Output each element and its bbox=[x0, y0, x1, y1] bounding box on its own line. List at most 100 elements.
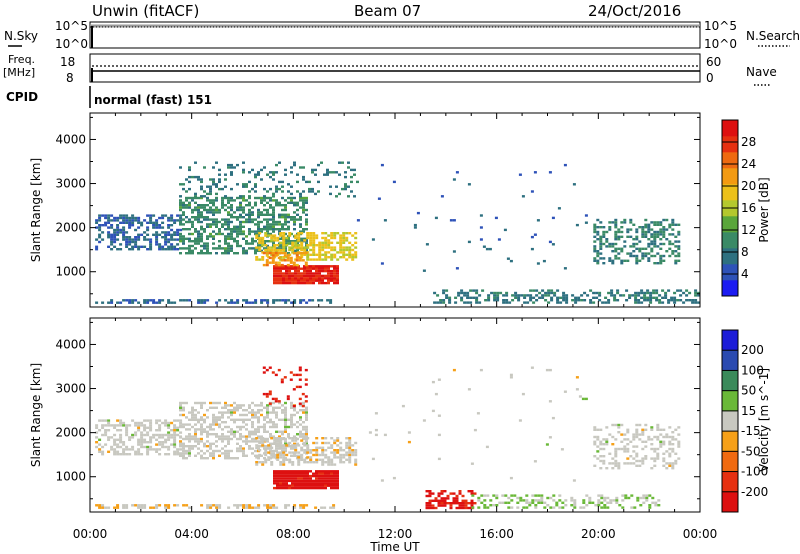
scatter-cell bbox=[283, 254, 287, 257]
scatter-cell bbox=[667, 289, 671, 292]
scatter-cell bbox=[140, 224, 144, 227]
scatter-cell bbox=[454, 301, 458, 304]
scatter-cell bbox=[224, 228, 227, 231]
scatter-cell bbox=[230, 413, 233, 417]
scatter-cell bbox=[281, 204, 284, 207]
scatter-cell bbox=[218, 449, 221, 453]
scatter-cell bbox=[149, 243, 153, 246]
scatter-cell bbox=[306, 477, 309, 480]
scatter-cell bbox=[266, 190, 269, 193]
scatter-cell bbox=[218, 401, 221, 405]
scatter-cell bbox=[279, 258, 283, 261]
scatter-cell bbox=[206, 506, 210, 509]
scatter-cell bbox=[671, 223, 675, 226]
scatter-cell bbox=[185, 206, 188, 209]
scatter-cell bbox=[662, 230, 666, 234]
scatter-cell bbox=[167, 233, 171, 236]
scatter-cell bbox=[134, 453, 138, 456]
scatter-cell bbox=[261, 236, 265, 240]
scatter-cell bbox=[272, 228, 275, 231]
scatter-cell bbox=[627, 496, 631, 500]
scatter-cell bbox=[297, 444, 301, 447]
scatter-cell bbox=[635, 431, 639, 434]
scatter-cell bbox=[273, 474, 276, 478]
scatter-cell bbox=[146, 238, 150, 241]
scatter-cell bbox=[263, 457, 266, 460]
scatter-cell bbox=[483, 504, 487, 507]
scatter-cell bbox=[230, 166, 233, 169]
scatter-cell bbox=[288, 281, 291, 285]
scatter-cell bbox=[330, 253, 334, 256]
scatter-cell bbox=[209, 445, 212, 448]
scatter-cell bbox=[297, 458, 301, 461]
scatter-cell bbox=[321, 236, 325, 240]
scatter-cell bbox=[353, 173, 356, 176]
scatter-cell bbox=[218, 411, 221, 414]
scatter-cell bbox=[644, 233, 648, 236]
scatter-cell bbox=[655, 296, 659, 299]
scatter-cell bbox=[327, 477, 330, 480]
scatter-cell bbox=[302, 401, 305, 405]
scatter-cell bbox=[200, 206, 203, 209]
scatter-cell bbox=[119, 453, 123, 456]
scatter-cell bbox=[342, 246, 346, 249]
scatter-cell bbox=[318, 258, 322, 261]
scatter-cell bbox=[629, 455, 633, 458]
scatter-cell bbox=[270, 453, 274, 457]
scatter-cell bbox=[155, 421, 159, 425]
scatter-cell bbox=[643, 294, 647, 297]
scatter-cell bbox=[646, 299, 650, 302]
scatter-cell bbox=[544, 294, 548, 297]
scatter-cell bbox=[173, 450, 177, 453]
scatter-cell bbox=[290, 454, 293, 457]
scatter-cell bbox=[260, 409, 263, 412]
scatter-cell bbox=[662, 428, 666, 431]
scatter-cell bbox=[348, 456, 352, 459]
scatter-cell bbox=[260, 413, 263, 417]
scatter-cell bbox=[646, 296, 650, 299]
y-tick-label: 1000 bbox=[55, 470, 86, 484]
scatter-cell bbox=[315, 437, 319, 440]
scatter-cell bbox=[662, 457, 666, 460]
scatter-cell bbox=[286, 263, 290, 267]
scatter-cell bbox=[149, 216, 153, 220]
scatter-cell bbox=[269, 187, 272, 191]
scatter-cell bbox=[278, 401, 281, 405]
scatter-cell bbox=[182, 204, 185, 207]
scatter-cell bbox=[662, 228, 666, 231]
scatter-cell bbox=[291, 241, 295, 244]
scatter-cell bbox=[546, 504, 550, 507]
scatter-cell bbox=[668, 233, 672, 236]
scatter-cell bbox=[185, 445, 188, 448]
scatter-cell bbox=[230, 244, 233, 248]
nsearch-label: N.Search bbox=[746, 29, 800, 43]
scatter-cell bbox=[598, 299, 602, 302]
scatter-cell bbox=[377, 197, 381, 200]
scatter-cell bbox=[215, 183, 218, 186]
scatter-cell bbox=[312, 279, 315, 282]
scatter-cell bbox=[290, 232, 293, 236]
scatter-cell bbox=[224, 449, 227, 453]
scatter-cell bbox=[267, 446, 271, 449]
scatter-cell bbox=[611, 462, 615, 465]
scatter-cell bbox=[110, 301, 114, 304]
scatter-cell bbox=[505, 301, 509, 304]
scatter-cell bbox=[119, 231, 123, 234]
scatter-cell bbox=[318, 482, 321, 485]
scatter-cell bbox=[436, 294, 440, 297]
scatter-cell bbox=[324, 453, 328, 457]
scatter-cell bbox=[327, 244, 331, 247]
scatter-cell bbox=[534, 494, 538, 497]
scatter-cell bbox=[614, 226, 618, 229]
scatter-cell bbox=[677, 457, 681, 460]
scatter-cell bbox=[110, 238, 114, 241]
colorbar-tick-label: 16 bbox=[741, 201, 756, 215]
scatter-cell bbox=[113, 238, 117, 241]
scatter-cell bbox=[570, 504, 574, 507]
scatter-cell bbox=[431, 409, 435, 413]
scatter-cell bbox=[284, 413, 287, 417]
scatter-cell bbox=[526, 301, 530, 304]
scatter-cell bbox=[131, 240, 135, 244]
scatter-cell bbox=[470, 499, 474, 502]
scatter-cell bbox=[277, 263, 281, 267]
